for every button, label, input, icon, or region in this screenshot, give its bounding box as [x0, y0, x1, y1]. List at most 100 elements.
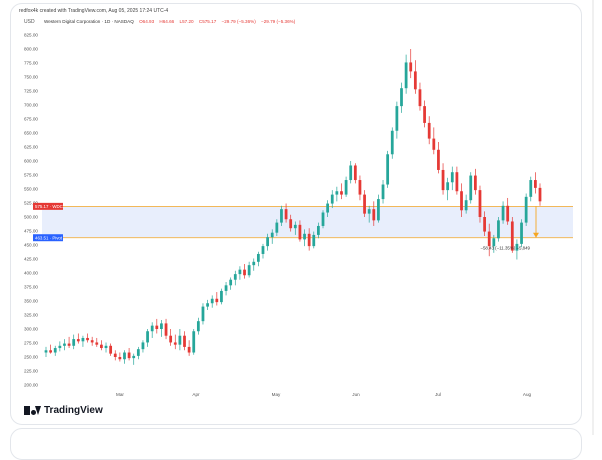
candle-body: [123, 352, 126, 360]
candle-body: [243, 269, 246, 276]
candle-body: [363, 194, 366, 214]
candle-body: [132, 355, 136, 359]
candle-body: [192, 331, 196, 353]
y-tick-label: 300.00: [24, 327, 38, 332]
y-tick-label: 200.00: [24, 383, 38, 388]
y-tick-label: 775.00: [24, 61, 38, 66]
candle-body: [538, 187, 542, 202]
y-tick-label: 675.00: [24, 117, 38, 122]
candle-body: [270, 232, 274, 238]
candle-body: [303, 233, 306, 240]
legend-change-2: −29.79 (−5.36%): [261, 19, 296, 24]
candle-body: [413, 71, 417, 90]
y-tick-label: 825.00: [24, 33, 38, 38]
candle-body: [510, 221, 514, 251]
candle-body: [446, 182, 450, 191]
y-tick-label: 450.00: [24, 243, 38, 248]
candle-body: [150, 325, 154, 332]
candle-body: [483, 217, 486, 232]
candle-body: [492, 238, 496, 247]
y-tick-label: 625.00: [24, 145, 38, 150]
candle-body: [326, 203, 330, 213]
candle-body: [256, 253, 260, 262]
legend-high: H64.66: [159, 19, 175, 24]
candle-body: [67, 343, 71, 346]
candle-body: [196, 321, 200, 332]
y-tick-label: 500.00: [24, 215, 38, 220]
y-tick-label: 800.00: [24, 47, 38, 52]
price-label-box: [33, 234, 63, 242]
candle-body: [247, 265, 251, 276]
y-tick-label: 575.00: [24, 173, 38, 178]
candle-body: [455, 172, 459, 192]
candle-body: [437, 149, 440, 170]
y-tick-label: 650.00: [24, 131, 38, 136]
price-label-box: [33, 202, 63, 210]
x-tick-label: Jun: [352, 392, 360, 397]
legend-close: C575.17: [198, 19, 217, 24]
candle-body: [146, 331, 149, 343]
measure-label: −58.43 (−11.35%) −5,849: [480, 246, 530, 251]
candle-body: [330, 194, 334, 204]
candle-body: [515, 243, 519, 251]
candle-body: [233, 274, 237, 280]
candle-body: [90, 340, 94, 343]
y-tick-label: 750.00: [24, 75, 38, 80]
candle-body: [506, 205, 510, 222]
measure-arrowhead: [533, 232, 539, 238]
candle-body: [487, 231, 491, 247]
candle-body: [178, 335, 182, 345]
candle-body: [298, 224, 302, 240]
candle-body: [53, 348, 57, 353]
price-label-text: 463.51 · Pivot: [35, 235, 63, 240]
candlestick-chart[interactable]: 200.00 225.00 250.00 275.00 300.00 325.00 350.…: [0, 0, 602, 435]
candle-body: [450, 172, 454, 183]
created-with-text: redfox4k created with TradingView.com, A…: [19, 8, 169, 14]
candle-body: [372, 209, 376, 221]
candle-body: [224, 285, 228, 291]
candle-body: [478, 190, 482, 217]
candle-body: [160, 323, 163, 329]
candle-body: [533, 180, 537, 188]
y-tick-label: 700.00: [24, 103, 38, 108]
candle-body: [141, 342, 145, 350]
candle-body: [280, 209, 283, 223]
candle-body: [358, 180, 362, 195]
candle-body: [432, 138, 436, 150]
x-tick-label: Aug: [523, 392, 532, 397]
candle-body: [210, 298, 214, 304]
candle-body: [353, 165, 357, 181]
candle-body: [49, 350, 53, 353]
candle-body: [395, 106, 399, 131]
candle-body: [524, 196, 528, 223]
candle-body: [293, 224, 297, 229]
tradingview-logo-icon: [24, 406, 41, 415]
y-tick-label: 350.00: [24, 299, 38, 304]
candle-body: [164, 323, 168, 336]
scrollbar-track[interactable]: [592, 0, 594, 435]
candle-body: [464, 200, 468, 211]
candle-body: [469, 175, 473, 201]
candle-body: [201, 306, 205, 322]
y-tick-label: 250.00: [24, 355, 38, 360]
candle-body: [215, 298, 219, 303]
candle-body: [349, 165, 353, 181]
candle-body: [317, 225, 320, 235]
candle-body: [381, 184, 385, 200]
candle-body: [404, 62, 408, 89]
candle-body: [501, 205, 505, 221]
y-tick-label: 600.00: [24, 159, 38, 164]
range-zone: [42, 206, 573, 238]
candle-body: [229, 279, 233, 286]
candle-body: [183, 335, 186, 347]
candle-body: [44, 350, 48, 353]
candle-body: [335, 191, 339, 195]
tradingview-logo: TradingView: [24, 405, 103, 416]
candle-body: [113, 353, 117, 357]
candle-body: [427, 122, 431, 139]
candle-body: [155, 325, 159, 329]
candle-body: [187, 346, 191, 353]
candle-body: [377, 199, 380, 221]
y-tick-label: 475.00: [24, 229, 38, 234]
candle-body: [100, 344, 103, 349]
